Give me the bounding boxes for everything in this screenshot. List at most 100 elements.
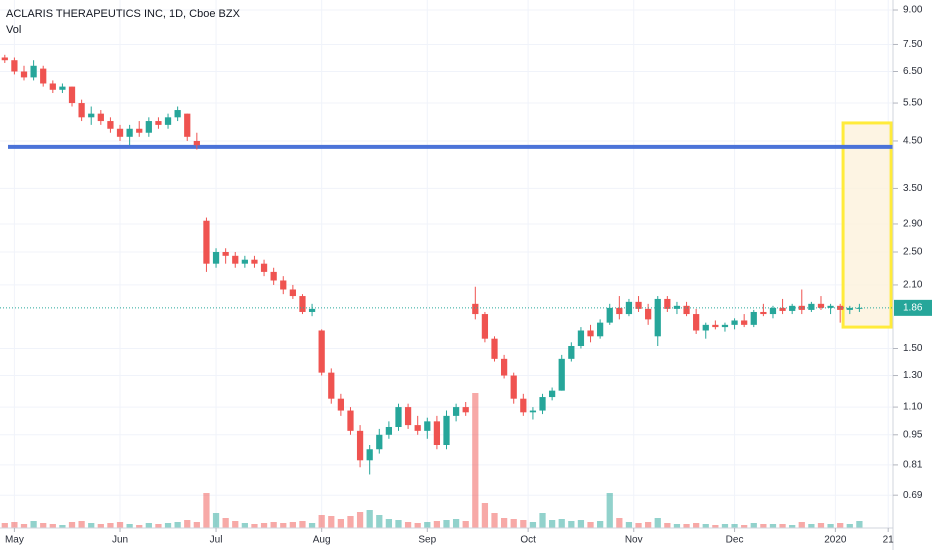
candle-body — [424, 421, 431, 431]
volume-bar — [798, 522, 805, 528]
candle-body — [59, 86, 66, 90]
volume-bar — [395, 520, 402, 528]
candle-body — [212, 251, 220, 264]
volume-bar — [328, 516, 335, 528]
volume-bar — [280, 523, 287, 528]
candle-body — [856, 307, 863, 309]
candle-body — [164, 117, 172, 125]
volume-bar — [404, 522, 412, 528]
y-tick-label: 1.50 — [903, 343, 923, 354]
candle-body — [693, 314, 700, 331]
volume-bar — [289, 522, 296, 528]
candle-body — [155, 121, 162, 125]
volume-bar — [241, 523, 248, 528]
candle-body — [664, 298, 671, 309]
candle-body — [97, 113, 104, 122]
y-tick-label: 2.90 — [903, 219, 923, 230]
volume-bar — [577, 520, 585, 528]
volume-bar — [126, 524, 133, 528]
candle-body — [846, 307, 853, 310]
candle-body — [568, 345, 575, 359]
y-tick-label: 9.00 — [903, 5, 923, 16]
volume-bar — [1, 523, 8, 528]
volume-bar — [616, 518, 623, 528]
candle-body — [232, 255, 239, 264]
volume-bar — [299, 521, 306, 528]
volume-bar — [520, 520, 527, 528]
y-tick-label: 0.69 — [903, 490, 923, 501]
candle-body — [491, 338, 498, 359]
volume-bar — [155, 524, 162, 528]
candle-body — [395, 407, 402, 427]
candle-body — [347, 410, 354, 431]
volume-bar — [20, 524, 28, 528]
candle-body — [433, 421, 441, 445]
x-tick-label: Dec — [726, 535, 744, 546]
y-tick-label: 3.50 — [903, 183, 923, 194]
x-tick-label: Aug — [313, 535, 331, 546]
volume-bar — [587, 522, 594, 528]
candle-body — [625, 301, 633, 315]
candle-body — [539, 397, 546, 411]
candle-body — [597, 322, 604, 337]
candle-body — [510, 375, 517, 399]
candle-body — [683, 305, 690, 315]
volume-bar — [789, 525, 796, 528]
y-tick-label: 0.81 — [903, 460, 923, 471]
candle-body — [193, 140, 200, 146]
candle-body — [318, 330, 325, 373]
y-tick-label: 0.95 — [903, 429, 923, 440]
candle-body — [280, 280, 287, 290]
chart-title: ACLARIS THERAPEUTICS INC, 1D, Cboe BZX — [6, 8, 241, 20]
volume-bar — [472, 393, 479, 528]
volume-bar — [731, 524, 738, 528]
volume-bar — [452, 519, 460, 528]
candle-body — [404, 407, 412, 426]
x-tick-label: Nov — [625, 535, 643, 546]
candle-body — [270, 271, 277, 281]
candle-body — [472, 303, 479, 315]
volume-bar — [97, 524, 104, 528]
y-tick-label: 5.50 — [903, 98, 923, 109]
y-tick-label: 6.50 — [903, 66, 923, 77]
x-tick-label: May — [5, 535, 24, 546]
volume-bar — [424, 522, 431, 528]
volume-bar — [347, 516, 354, 528]
volume-bar — [376, 515, 383, 528]
volume-bar — [212, 513, 220, 528]
candle-body — [760, 311, 767, 315]
highlight-box — [841, 121, 893, 329]
candle-body — [817, 303, 825, 308]
candle-body — [356, 430, 364, 461]
candle-body — [241, 259, 248, 264]
candle-body — [184, 113, 191, 137]
volume-bar — [78, 521, 85, 528]
volume-bar — [462, 521, 469, 528]
volume-bar — [116, 522, 124, 528]
volume-bar — [433, 521, 441, 528]
plot-area — [0, 54, 893, 528]
x-tick-label: 2020 — [824, 535, 847, 546]
candle-body — [587, 330, 594, 337]
volume-bar — [606, 493, 613, 528]
candle-body — [577, 330, 585, 346]
candle-body — [414, 425, 421, 431]
candle-body — [712, 324, 719, 328]
volume-bar — [88, 523, 95, 528]
candle-body — [462, 407, 469, 413]
candle-body — [481, 314, 489, 339]
volume-bar — [808, 524, 815, 528]
volume-bar — [549, 520, 556, 528]
y-tick-label: 7.50 — [903, 39, 923, 50]
volume-bar — [174, 522, 181, 528]
candle-body — [40, 68, 47, 84]
y-tick-label: 1.30 — [903, 370, 923, 381]
volume-bar — [193, 522, 200, 528]
volume-bar — [721, 524, 729, 528]
candle-body — [78, 103, 85, 118]
volume-bar — [491, 513, 498, 528]
candle-body — [20, 71, 28, 78]
candle-body — [299, 296, 306, 312]
candle-body — [635, 301, 642, 309]
candle-body — [654, 298, 661, 337]
